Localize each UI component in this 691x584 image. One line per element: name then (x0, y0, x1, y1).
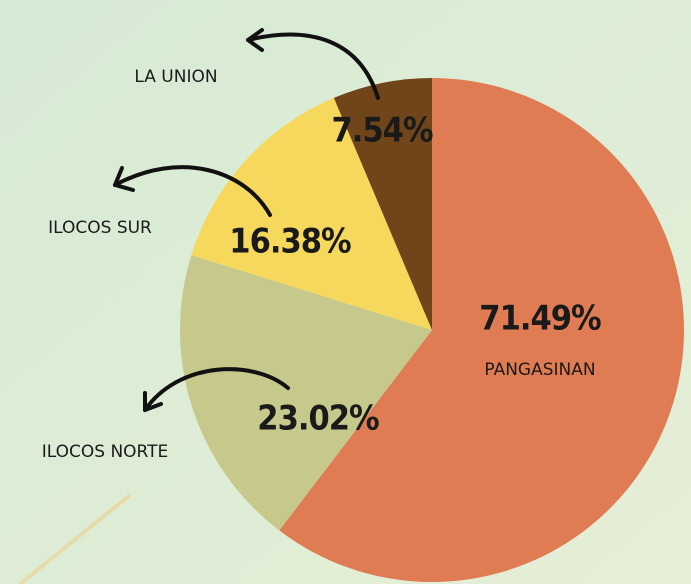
decoration (18, 493, 132, 584)
arrow-head (113, 166, 135, 192)
pie (179, 78, 684, 583)
value-label: 16.38% (229, 222, 351, 262)
arrow-head (246, 28, 264, 52)
arrows (113, 28, 380, 412)
category-label: ILOCOS NORTE (42, 442, 169, 462)
value-label: 71.49% (479, 299, 601, 339)
arrow-head (143, 391, 163, 412)
category-label: LA UNION (134, 67, 217, 87)
category-label: ILOCOS SUR (48, 218, 152, 238)
arrow (143, 367, 290, 412)
slice (191, 97, 432, 330)
slice (179, 255, 432, 531)
category-label: PANGASINAN (484, 360, 595, 380)
arrow (113, 165, 272, 217)
slice (279, 78, 684, 583)
slice (333, 78, 432, 330)
value-label: 7.54% (331, 111, 432, 151)
arrow (246, 32, 380, 100)
value-label: 23.02% (257, 399, 379, 439)
